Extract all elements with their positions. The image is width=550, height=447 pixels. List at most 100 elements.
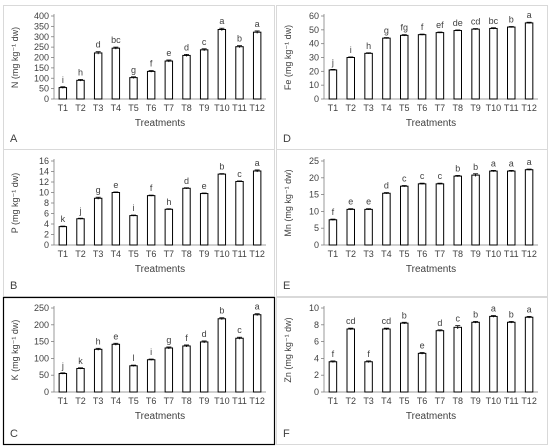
x-tick-label: T1 bbox=[328, 396, 339, 406]
significance-letter: f bbox=[150, 59, 153, 69]
bar bbox=[76, 218, 85, 246]
significance-letter: i bbox=[62, 75, 64, 85]
significance-letter: a bbox=[527, 10, 532, 20]
significance-letter: e bbox=[166, 48, 171, 58]
x-tick-label: T1 bbox=[58, 249, 69, 259]
y-tick-label: 0 bbox=[44, 240, 49, 250]
bar bbox=[146, 359, 156, 393]
x-tick-label: T6 bbox=[417, 249, 428, 259]
significance-letter: c bbox=[202, 37, 207, 47]
y-tick-label: 14 bbox=[39, 167, 49, 177]
significance-letter: ef bbox=[436, 20, 444, 30]
y-tick-label: 25 bbox=[309, 156, 319, 166]
x-tick-label: T10 bbox=[214, 396, 230, 406]
y-tick-label: 40 bbox=[309, 39, 319, 49]
bar bbox=[235, 337, 244, 393]
x-tick-label: T7 bbox=[435, 249, 446, 259]
bar bbox=[93, 348, 103, 393]
bar bbox=[364, 52, 373, 100]
panel-label: F bbox=[283, 428, 290, 440]
x-tick-label: T2 bbox=[345, 249, 356, 259]
y-tick-label: 350 bbox=[34, 21, 49, 31]
x-tick-label: T12 bbox=[521, 396, 537, 406]
bar bbox=[364, 361, 373, 393]
bar bbox=[489, 27, 498, 100]
y-tick-label: 0 bbox=[44, 387, 49, 397]
significance-letter: h bbox=[96, 336, 101, 346]
chart-panel-c: 0 50 100 150 200 250 j T1 k T2 h T3 e T4 l T5 i T6 g T7 f T8 d… bbox=[2, 296, 276, 446]
x-tick-label: T10 bbox=[486, 249, 502, 259]
significance-letter: c bbox=[402, 174, 407, 184]
significance-letter: l bbox=[133, 353, 135, 363]
y-tick-label: 8 bbox=[314, 320, 319, 330]
bar bbox=[453, 326, 462, 393]
x-tick-label: T5 bbox=[399, 249, 410, 259]
bar bbox=[146, 70, 156, 100]
x-axis-title: Treatments bbox=[406, 264, 456, 275]
x-tick-label: T4 bbox=[111, 103, 122, 113]
significance-letter: fg bbox=[400, 23, 408, 33]
significance-letter: cd bbox=[346, 316, 356, 326]
x-tick-label: T6 bbox=[417, 103, 428, 113]
bar bbox=[524, 22, 534, 100]
x-tick-label: T5 bbox=[128, 249, 139, 259]
y-tick-label: 10 bbox=[309, 80, 319, 90]
bar bbox=[435, 183, 445, 246]
x-tick-label: T4 bbox=[381, 103, 392, 113]
x-tick-label: T10 bbox=[486, 396, 502, 406]
y-axis-title: Zn (mg kg⁻¹ dw) bbox=[283, 317, 293, 382]
significance-letter: c bbox=[237, 169, 242, 179]
y-tick-label: 10 bbox=[309, 206, 319, 216]
bar bbox=[199, 341, 209, 393]
significance-letter: e bbox=[348, 197, 353, 207]
y-tick-label: 0 bbox=[44, 94, 49, 104]
bar bbox=[235, 180, 244, 246]
x-tick-label: T9 bbox=[470, 249, 481, 259]
x-tick-label: T3 bbox=[93, 396, 104, 406]
bar bbox=[93, 197, 103, 246]
x-tick-label: T1 bbox=[58, 103, 69, 113]
x-tick-label: T2 bbox=[75, 396, 86, 406]
y-tick-label: 12 bbox=[39, 177, 49, 187]
chart-panel-d: 0 10 20 30 40 50 60 j T1 i T2 h T3 g T4 fg T5 f T6 ef T7 de T8… bbox=[276, 5, 548, 150]
significance-letter: bc bbox=[111, 35, 121, 45]
bar bbox=[58, 87, 68, 100]
significance-letter: f bbox=[150, 183, 153, 193]
x-axis-title: Treatments bbox=[406, 118, 456, 129]
x-tick-label: T5 bbox=[399, 396, 410, 406]
significance-letter: g bbox=[166, 335, 171, 345]
y-tick-label: 5 bbox=[314, 223, 319, 233]
significance-letter: c bbox=[456, 314, 461, 324]
significance-letter: a bbox=[255, 158, 260, 168]
bar bbox=[164, 60, 174, 100]
x-tick-label: T11 bbox=[232, 396, 247, 406]
bar bbox=[93, 52, 103, 100]
significance-letter: a bbox=[491, 158, 496, 168]
significance-letter: a bbox=[255, 302, 260, 312]
y-tick-label: 50 bbox=[39, 84, 49, 94]
bar bbox=[146, 195, 156, 246]
x-tick-label: T8 bbox=[452, 249, 463, 259]
y-tick-label: 10 bbox=[309, 303, 319, 313]
panel-label: C bbox=[10, 428, 18, 440]
y-tick-label: 2 bbox=[314, 370, 319, 380]
x-tick-label: T8 bbox=[181, 103, 192, 113]
x-tick-label: T10 bbox=[214, 249, 230, 259]
significance-letter: j bbox=[79, 206, 82, 216]
x-tick-label: T9 bbox=[470, 396, 481, 406]
bar bbox=[507, 321, 516, 393]
x-tick-label: T6 bbox=[146, 249, 157, 259]
y-tick-label: 20 bbox=[309, 66, 319, 76]
significance-letter: e bbox=[420, 341, 425, 351]
x-tick-label: T9 bbox=[199, 103, 210, 113]
bar bbox=[524, 316, 534, 393]
x-tick-label: T8 bbox=[181, 396, 192, 406]
x-tick-label: T8 bbox=[452, 396, 463, 406]
significance-letter: b bbox=[402, 310, 407, 320]
chart-panel-a: 050100150200250300350400iT1hT2dT3bcT4gT5… bbox=[3, 5, 275, 150]
significance-letter: f bbox=[332, 349, 335, 359]
x-tick-label: T10 bbox=[486, 103, 502, 113]
bar bbox=[524, 169, 534, 246]
